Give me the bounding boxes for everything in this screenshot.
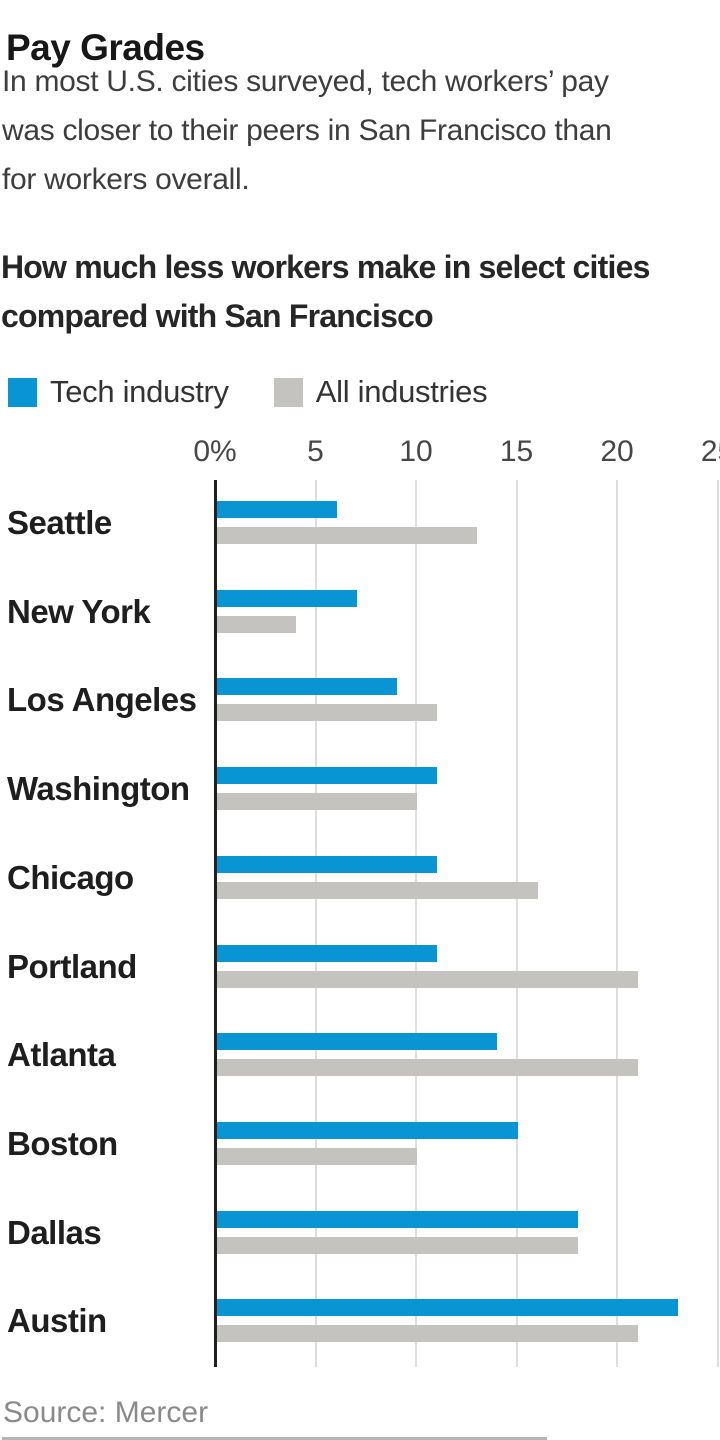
legend-item-tech: Tech industry — [8, 374, 229, 410]
city-row-los-angeles: Los Angeles — [0, 657, 720, 746]
bar-chart: 0% 5 10 15 20 25 Seattle New York Los Angeles Wa… — [0, 432, 720, 1367]
bar-all — [216, 970, 639, 988]
cropped-text-remnant — [2, 1437, 547, 1440]
bar-tech — [216, 678, 397, 696]
bar-tech — [216, 1210, 578, 1228]
city-label: New York — [7, 592, 151, 630]
city-label: Chicago — [7, 858, 134, 896]
bar-tech — [216, 767, 438, 785]
gridline — [515, 480, 518, 1367]
gridline — [314, 480, 317, 1367]
x-axis-tick-label: 15 — [499, 435, 534, 468]
bar-all — [216, 1059, 639, 1077]
legend-label: Tech industry — [50, 374, 229, 409]
city-label: Portland — [7, 947, 137, 985]
city-label: Atlanta — [7, 1036, 116, 1074]
bar-all — [216, 615, 297, 633]
legend-item-all: All industries — [273, 374, 488, 410]
chart-heading: How much less workers make in select cit… — [1, 243, 720, 341]
chart-heading-line: How much less workers make in select cit… — [1, 249, 650, 285]
city-label: Dallas — [7, 1213, 102, 1251]
bar-tech — [216, 1299, 679, 1317]
bar-tech — [216, 589, 357, 607]
city-row-portland: Portland — [0, 924, 720, 1013]
x-axis-tick-label: 0% — [193, 435, 237, 468]
chart-subtitle: In most U.S. cities surveyed, tech worke… — [2, 57, 720, 204]
bar-tech — [216, 1121, 518, 1139]
x-axis-tick-label: 20 — [600, 435, 634, 468]
bar-all — [216, 1325, 639, 1343]
bar-tech — [216, 1033, 498, 1051]
bar-tech — [216, 944, 438, 962]
city-row-chicago: Chicago — [0, 835, 720, 924]
x-axis-tick-label: 10 — [399, 435, 433, 468]
gridline — [415, 480, 417, 1367]
all-industries-swatch-icon — [273, 377, 303, 407]
bar-all — [216, 793, 417, 811]
page-title: Pay Grades — [6, 26, 205, 68]
city-row-seattle: Seattle — [0, 480, 720, 569]
y-axis-line — [213, 480, 217, 1367]
source-attribution: Source: Mercer — [3, 1396, 209, 1429]
gridline — [716, 480, 719, 1367]
city-row-boston: Boston — [0, 1101, 720, 1190]
city-label: Austin — [7, 1302, 107, 1340]
subtitle-line: was closer to their peers in San Francis… — [2, 114, 612, 147]
city-label: Los Angeles — [7, 681, 197, 719]
city-row-washington: Washington — [0, 746, 720, 835]
bar-all — [216, 1236, 578, 1254]
city-row-dallas: Dallas — [0, 1190, 720, 1279]
bar-all — [216, 704, 438, 722]
x-axis-tick-row: 0% 5 10 15 20 25 — [0, 432, 720, 480]
city-label: Seattle — [7, 504, 112, 541]
legend-label: All industries — [315, 374, 488, 409]
chart-heading-line: compared with San Francisco — [1, 298, 434, 334]
subtitle-line: for workers overall. — [2, 163, 250, 196]
bar-tech — [216, 501, 337, 518]
city-row-atlanta: Atlanta — [0, 1012, 720, 1101]
city-row-austin: Austin — [0, 1278, 720, 1367]
plot-area: Seattle New York Los Angeles Washington Chic… — [0, 480, 720, 1367]
chart-legend: Tech industry All industries — [8, 374, 488, 410]
subtitle-line: In most U.S. cities surveyed, tech worke… — [2, 65, 609, 98]
city-row-new-york: New York — [0, 569, 720, 658]
city-label: Boston — [7, 1124, 118, 1162]
city-label: Washington — [7, 770, 190, 808]
gridline — [616, 480, 618, 1367]
tech-industry-swatch-icon — [8, 377, 37, 407]
bar-all — [216, 881, 538, 899]
bar-all — [216, 527, 478, 544]
bar-all — [216, 1147, 417, 1165]
bar-tech — [216, 855, 438, 873]
x-axis-tick-label: 5 — [307, 435, 324, 468]
x-axis-tick-label: 25 — [700, 435, 720, 468]
